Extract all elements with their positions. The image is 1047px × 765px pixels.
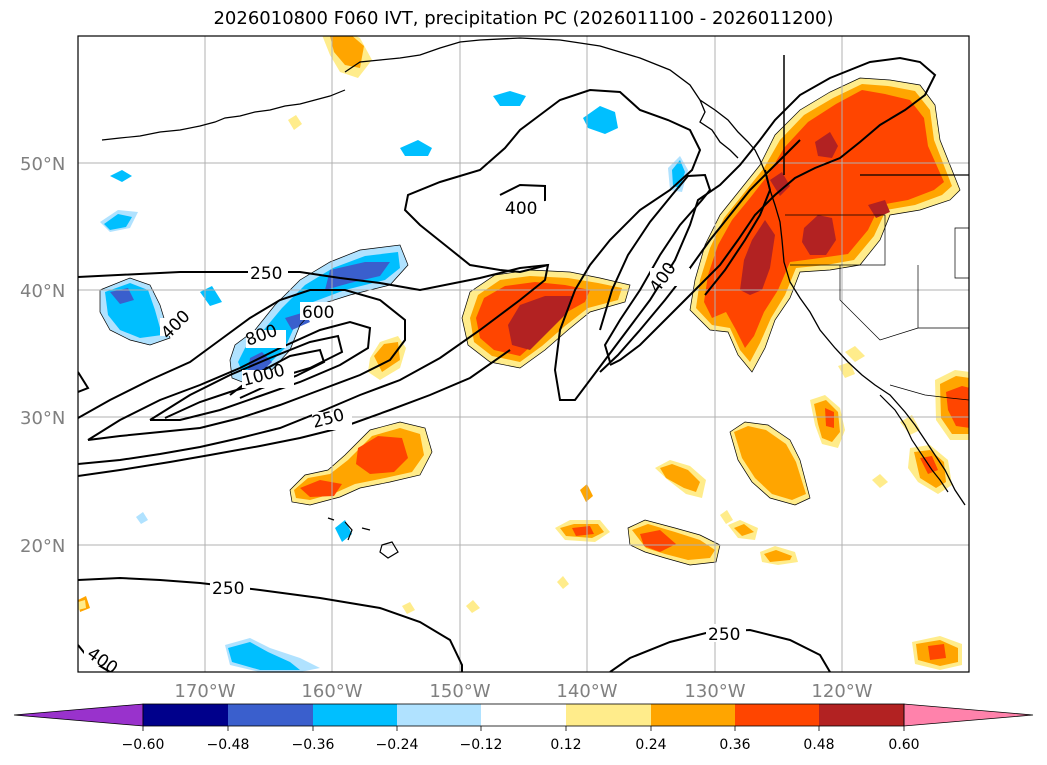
lat-label: 50°N bbox=[20, 154, 65, 175]
contour-400-east bbox=[599, 173, 712, 363]
contour-label: 250 bbox=[212, 579, 244, 599]
colorbar-tick-label: 0.60 bbox=[888, 737, 919, 753]
lat-label: 30°N bbox=[20, 408, 65, 429]
colorbar-tick-label: −0.12 bbox=[460, 737, 503, 753]
contour-400-jet bbox=[78, 289, 406, 441]
colorbar-tick-label: 0.36 bbox=[719, 737, 750, 753]
colorbar-bin bbox=[397, 704, 481, 726]
colorbar-bin bbox=[228, 704, 313, 726]
alaska-panhandle-line bbox=[699, 99, 739, 159]
colorbar-extend-low bbox=[13, 703, 144, 727]
hawaii-island-1 bbox=[327, 517, 335, 521]
contour-labels: 250 400 600 800 1000 250 250 400 400 250… bbox=[83, 198, 746, 672]
hawaii-big-island bbox=[379, 541, 399, 559]
lon-label: 150°W bbox=[429, 681, 490, 702]
longitude-labels: 170°W 160°W 150°W 140°W 130°W 120°W bbox=[174, 681, 872, 702]
colorbar-frame bbox=[142, 703, 905, 727]
colorbar-bin bbox=[481, 704, 566, 726]
graticule bbox=[78, 36, 969, 672]
aleutian-islands-line bbox=[101, 89, 346, 141]
state-borders-4 bbox=[954, 227, 969, 279]
colorbar-tick-label: −0.24 bbox=[376, 737, 419, 753]
contour-label: 250 bbox=[708, 625, 740, 645]
positive-anomaly-regions bbox=[78, 36, 969, 670]
contour-west-edge bbox=[78, 371, 90, 393]
colorbar-bin bbox=[735, 704, 819, 726]
map-title: 2026010800 F060 IVT, precipitation PC (2… bbox=[213, 8, 834, 29]
colorbar-bin bbox=[143, 704, 228, 726]
colorbar-tick-label: 0.24 bbox=[635, 737, 666, 753]
colorbar-tickmarks bbox=[142, 726, 905, 731]
colorbar-bin bbox=[651, 704, 735, 726]
colorbar-bin bbox=[566, 704, 651, 726]
colorbar-bin bbox=[819, 704, 904, 726]
ivt-contours bbox=[78, 56, 937, 672]
lon-label: 170°W bbox=[174, 681, 235, 702]
contour-800 bbox=[149, 334, 344, 421]
lon-label: 140°W bbox=[556, 681, 617, 702]
state-borders-2 bbox=[839, 265, 969, 341]
colorbar-tick-label: −0.60 bbox=[122, 737, 165, 753]
contour-label: 400 bbox=[505, 199, 537, 219]
contour-400-coast bbox=[599, 139, 801, 373]
contour-label: 250 bbox=[250, 264, 282, 284]
colorbar-extend-high bbox=[903, 703, 1034, 727]
precip-fill-layer bbox=[78, 36, 969, 672]
contour-250-lower bbox=[78, 349, 511, 477]
colorbar-tick-label: −0.36 bbox=[292, 737, 335, 753]
colorbar-tick-label: −0.48 bbox=[207, 737, 250, 753]
colorbar-tick-label: 0.12 bbox=[550, 737, 581, 753]
contour-250-north bbox=[403, 56, 937, 401]
contour-label: 600 bbox=[302, 303, 334, 323]
map-frame bbox=[77, 35, 970, 673]
hawaii-island-2 bbox=[344, 521, 353, 541]
hawaii-island-3 bbox=[361, 527, 371, 531]
lon-label: 130°W bbox=[684, 681, 745, 702]
latitude-labels: 50°N 40°N 30°N 20°N bbox=[20, 154, 65, 557]
lat-label: 20°N bbox=[20, 536, 65, 557]
map-content: 250 400 600 800 1000 250 250 400 400 250… bbox=[78, 36, 969, 672]
lon-label: 120°W bbox=[811, 681, 872, 702]
colorbar-bin bbox=[313, 704, 397, 726]
lat-label: 40°N bbox=[20, 281, 65, 302]
contour-250-south bbox=[78, 576, 463, 672]
colorbar-tick-label: 0.48 bbox=[803, 737, 834, 753]
lon-label: 160°W bbox=[301, 681, 362, 702]
us-mexico-border bbox=[889, 384, 969, 401]
contour-coast-inner bbox=[704, 169, 772, 296]
colorbar: −0.60 −0.48 −0.36 −0.24 −0.12 0.12 0.24 … bbox=[13, 703, 1034, 753]
contour-250-outer bbox=[78, 263, 550, 465]
contour-600 bbox=[87, 320, 372, 441]
baja-coast-line bbox=[879, 394, 949, 493]
anomaly-outlines bbox=[99, 77, 961, 566]
state-borders-1 bbox=[785, 214, 886, 266]
